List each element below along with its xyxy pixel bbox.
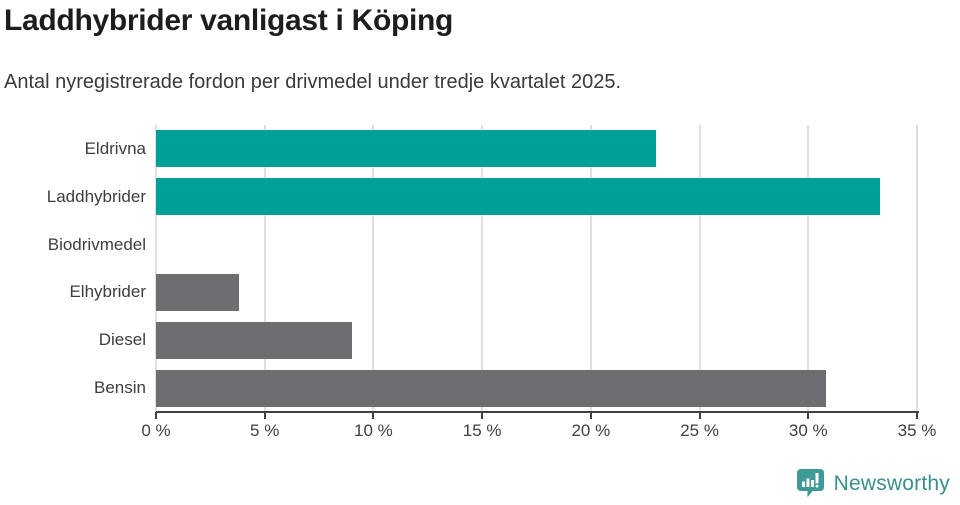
brand-name: Newsworthy (833, 471, 950, 495)
category-label: Bensin (94, 378, 146, 398)
x-tick-label: 30 % (788, 421, 828, 440)
x-tick-mark (155, 412, 157, 419)
chart-title: Laddhybrider vanligast i Köping (4, 4, 454, 37)
x-tick-mark (589, 412, 592, 419)
x-axis-line (156, 411, 919, 413)
x-axis-labels: 0 % 5 % 10 % 15 % 20 % 25 % 30 % 35 % (141, 421, 936, 445)
gridline (807, 125, 810, 412)
x-tick-mark (916, 412, 918, 419)
category-label: Elhybrider (69, 282, 146, 302)
gridline (481, 125, 484, 412)
gridline (263, 125, 266, 412)
plot-area (155, 125, 919, 419)
x-tick-mark (372, 412, 375, 419)
x-tick-label: 0 % (141, 421, 171, 440)
x-tick-label: 25 % (680, 421, 719, 440)
gridline (698, 125, 701, 412)
bar-elhybrider (156, 273, 239, 311)
bar-eldrivna (156, 130, 657, 168)
category-label: Diesel (98, 330, 146, 350)
category-axis: Eldrivna Laddhybrider Biodrivmedel Elhybrid… (0, 125, 146, 412)
x-tick-label: 15 % (462, 421, 502, 440)
gridline (589, 125, 592, 412)
chart-subtitle: Antal nyregistrerade fordon per drivmede… (4, 71, 622, 93)
category-label: Eldrivna (84, 138, 146, 158)
newsworthy-bubble-chart-icon (796, 468, 825, 499)
category-label: Laddhybrider (46, 186, 146, 206)
gridline (155, 125, 157, 412)
gridline (372, 125, 375, 412)
bar-laddhybrider (156, 178, 881, 216)
category-label: Biodrivmedel (47, 234, 146, 254)
gridline (916, 125, 918, 412)
x-tick-mark (698, 412, 701, 419)
bar-diesel (156, 321, 352, 359)
x-tick-mark (263, 412, 266, 419)
newsworthy-logo: Newsworthy (796, 468, 950, 499)
x-tick-label: 10 % (354, 421, 393, 440)
x-tick-mark (481, 412, 484, 419)
x-tick-label: 5 % (250, 421, 280, 440)
bar-bensin (156, 369, 826, 407)
x-tick-label: 35 % (897, 421, 937, 440)
x-tick-mark (807, 412, 810, 419)
x-tick-label: 20 % (571, 421, 611, 440)
